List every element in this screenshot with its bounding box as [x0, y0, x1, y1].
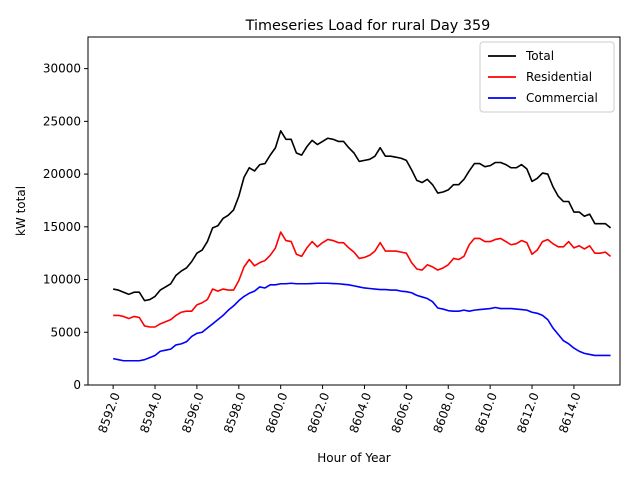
- y-axis-label: kW total: [14, 186, 28, 236]
- legend: Total Residential Commercial: [479, 41, 615, 113]
- legend-box: [479, 41, 615, 113]
- y-tick-label: 5000: [50, 325, 81, 339]
- x-axis-label: Hour of Year: [317, 451, 391, 465]
- legend-label-total: Total: [525, 49, 554, 63]
- y-tick-label: 0: [73, 378, 81, 392]
- y-tick-label: 30000: [43, 62, 81, 76]
- series-line-total: [112, 130, 612, 302]
- y-tick-label: 20000: [43, 167, 81, 181]
- y-tick-label: 10000: [43, 273, 81, 287]
- series-line-commercial: [112, 282, 611, 362]
- legend-label-commercial: Commercial: [526, 91, 598, 105]
- axes-frame: [87, 36, 621, 386]
- series-line-residential: [113, 231, 612, 328]
- chart-title: Timeseries Load for rural Day 359: [245, 18, 491, 34]
- y-tick-label: 25000: [43, 114, 81, 128]
- legend-label-residential: Residential: [526, 70, 592, 84]
- y-tick-label: 15000: [43, 220, 81, 234]
- plot-area: [112, 130, 612, 362]
